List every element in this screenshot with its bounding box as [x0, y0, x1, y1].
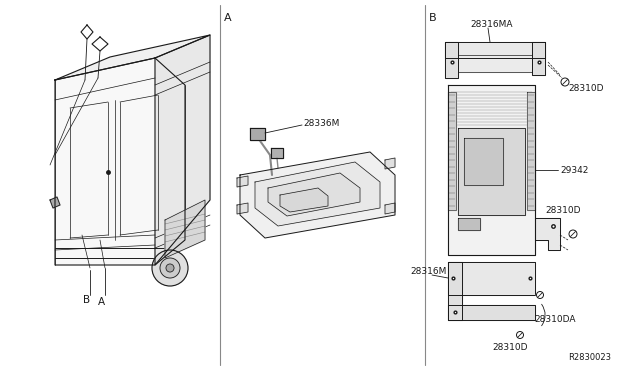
- Polygon shape: [280, 188, 328, 212]
- Polygon shape: [445, 42, 545, 58]
- Circle shape: [160, 258, 180, 278]
- Polygon shape: [445, 42, 458, 78]
- Circle shape: [166, 264, 174, 272]
- Polygon shape: [165, 200, 205, 258]
- Polygon shape: [81, 25, 93, 39]
- Text: 28310D: 28310D: [568, 83, 604, 93]
- Polygon shape: [385, 158, 395, 169]
- Text: 28336M: 28336M: [303, 119, 339, 128]
- Text: 29342: 29342: [560, 166, 588, 174]
- Polygon shape: [532, 42, 545, 75]
- Polygon shape: [448, 262, 535, 295]
- Text: B: B: [429, 13, 436, 23]
- Polygon shape: [535, 218, 560, 250]
- Text: 28310D: 28310D: [545, 205, 580, 215]
- Circle shape: [569, 230, 577, 238]
- Text: 28316M: 28316M: [410, 267, 446, 276]
- Text: 28310D: 28310D: [492, 343, 528, 352]
- Polygon shape: [458, 218, 480, 230]
- Text: B: B: [83, 295, 90, 305]
- Polygon shape: [464, 138, 503, 185]
- Polygon shape: [55, 35, 210, 80]
- Circle shape: [561, 78, 569, 86]
- Polygon shape: [271, 148, 283, 158]
- Polygon shape: [155, 35, 210, 265]
- Polygon shape: [255, 162, 380, 226]
- Polygon shape: [448, 92, 456, 210]
- Circle shape: [516, 331, 524, 339]
- Polygon shape: [527, 92, 535, 210]
- Polygon shape: [237, 176, 248, 187]
- Polygon shape: [237, 203, 248, 214]
- Text: R2830023: R2830023: [568, 353, 611, 362]
- Polygon shape: [92, 37, 108, 51]
- Circle shape: [152, 250, 188, 286]
- Text: A: A: [98, 297, 105, 307]
- Polygon shape: [448, 305, 535, 320]
- Polygon shape: [268, 173, 360, 216]
- Text: A: A: [224, 13, 232, 23]
- Polygon shape: [240, 152, 395, 238]
- Polygon shape: [385, 203, 395, 214]
- Polygon shape: [50, 197, 60, 208]
- Polygon shape: [448, 85, 535, 255]
- Polygon shape: [458, 55, 532, 72]
- Text: 28316MA: 28316MA: [470, 19, 513, 29]
- Polygon shape: [250, 128, 265, 140]
- Text: 28310DA: 28310DA: [534, 315, 575, 324]
- Polygon shape: [55, 58, 185, 265]
- Circle shape: [536, 292, 543, 298]
- Polygon shape: [448, 262, 462, 320]
- Polygon shape: [458, 128, 525, 215]
